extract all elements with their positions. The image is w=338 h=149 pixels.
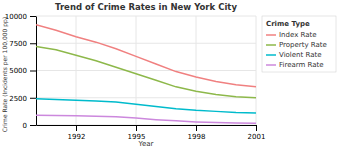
- y-tick-mark: [30, 71, 36, 72]
- legend-swatch: [266, 54, 276, 56]
- chart-title: Trend of Crime Rates in New York City: [55, 2, 237, 12]
- grid-line-x: [196, 16, 197, 125]
- y-axis-line: [36, 17, 37, 126]
- grid: [36, 16, 256, 125]
- grid-line-y: [36, 125, 256, 126]
- y-tick-mark: [30, 125, 36, 126]
- y-tick: 2500: [9, 94, 36, 102]
- series-line: [36, 99, 256, 113]
- x-tick-label: 2001: [248, 133, 266, 141]
- legend-swatch: [266, 64, 276, 66]
- series-line: [36, 115, 256, 123]
- legend-swatch: [266, 34, 276, 36]
- x-tick: 1998: [188, 125, 206, 141]
- y-tick-label: 7500: [9, 40, 27, 48]
- grid-line-y: [36, 70, 256, 71]
- lines: [36, 25, 256, 123]
- x-tick-label: 1992: [68, 133, 86, 141]
- y-tick-label: 0: [23, 122, 27, 130]
- x-tick: 1992: [68, 125, 86, 141]
- legend-label: Violent Rate: [279, 51, 322, 59]
- grid-line-y: [36, 97, 256, 98]
- legend-label: Property Rate: [279, 41, 327, 49]
- y-tick-mark: [30, 98, 36, 99]
- y-tick: 7500: [9, 40, 36, 48]
- x-tick: 2001: [248, 125, 266, 141]
- plot-area: 1992 1995 1998 2001 0 2500 5000 7500 10000: [5, 13, 266, 141]
- y-tick: 0: [23, 122, 36, 130]
- legend-box: [262, 16, 336, 72]
- grid-line-y: [36, 43, 256, 44]
- x-axis-line: [37, 125, 257, 126]
- y-tick-label: 5000: [9, 67, 27, 75]
- grid-line-x: [136, 16, 137, 125]
- legend-label: Index Rate: [279, 31, 317, 39]
- grid-line-x: [76, 16, 77, 125]
- grid-line-y: [36, 16, 256, 17]
- x-tick-mark: [136, 125, 137, 131]
- y-tick-label: 10000: [5, 13, 27, 21]
- legend: Crime Type Index Rate Property Rate Violent…: [262, 16, 336, 72]
- x-axis-title: Year: [138, 140, 154, 148]
- x-tick: 1995: [128, 125, 146, 141]
- y-tick-mark: [30, 16, 36, 17]
- chart-svg: 1992 1995 1998 2001 0 2500 5000 7500 10000 Trend …: [0, 0, 338, 149]
- x-tick-mark: [76, 125, 77, 131]
- x-tick-mark: [256, 125, 257, 131]
- y-tick: 5000: [9, 67, 36, 75]
- legend-swatch: [266, 44, 276, 46]
- y-axis: 0 2500 5000 7500 10000: [5, 13, 37, 130]
- series-line: [36, 47, 256, 98]
- x-axis: 1992 1995 1998 2001: [37, 125, 266, 141]
- chart-container: 1992 1995 1998 2001 0 2500 5000 7500 10000 Trend …: [0, 0, 338, 149]
- legend-label: Firearm Rate: [279, 61, 324, 69]
- x-tick-mark: [196, 125, 197, 131]
- y-axis-title: Crime Rate (Incidents per 100,000 pp): [1, 17, 9, 133]
- y-tick: 10000: [5, 13, 36, 21]
- x-tick-label: 1998: [188, 133, 206, 141]
- legend-title: Crime Type: [266, 20, 310, 28]
- grid-line-x: [256, 16, 257, 125]
- y-tick-label: 2500: [9, 94, 27, 102]
- y-tick-mark: [30, 43, 36, 44]
